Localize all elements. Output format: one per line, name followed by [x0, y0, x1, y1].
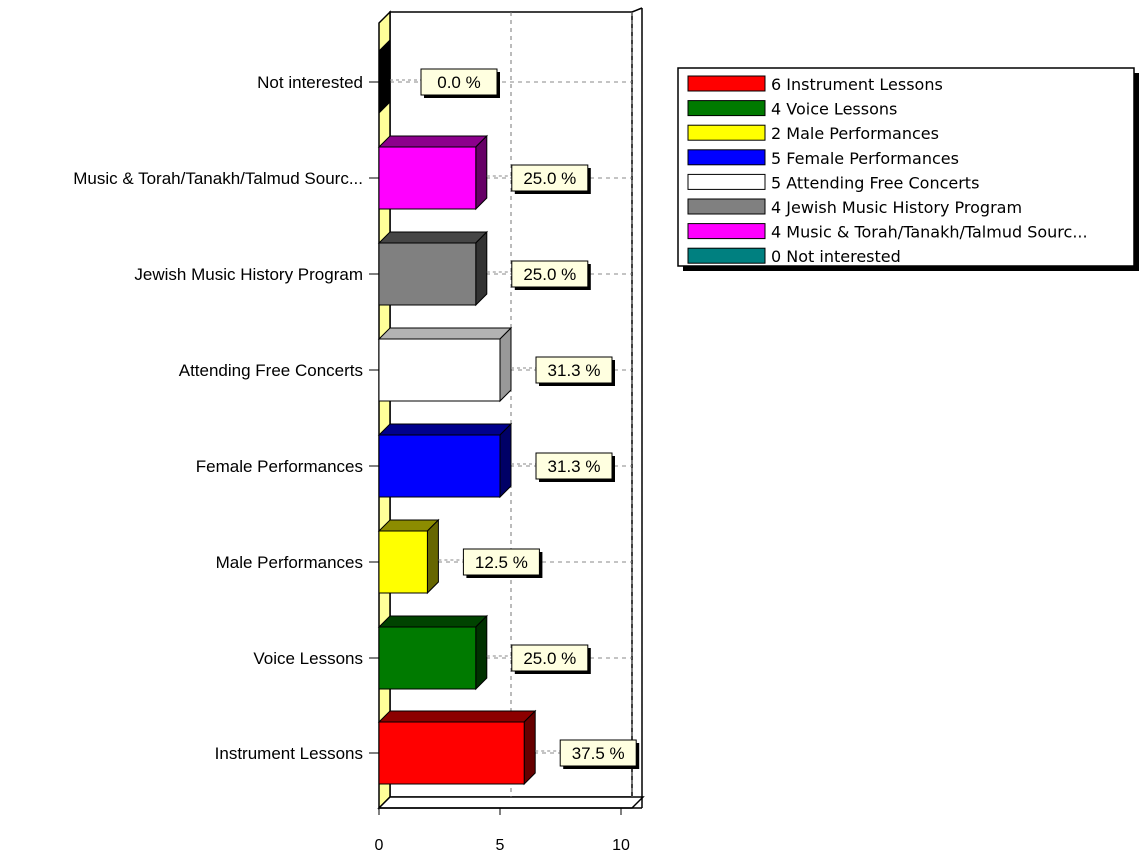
bar-top-face	[377, 423, 513, 436]
bar	[377, 134, 489, 211]
data-label-box	[511, 260, 589, 288]
bar-top-face	[377, 710, 537, 723]
legend-item: 4 Jewish Music History Program	[687, 198, 1022, 217]
x-tick-label: 10	[612, 837, 630, 854]
x-axis-ticks: 0 5 10	[375, 808, 630, 854]
data-label-text: 0.0 %	[437, 73, 480, 92]
legend-label: 5 Female Performances	[771, 149, 959, 168]
bar-zero-sliver	[378, 38, 391, 115]
bar-top-face	[377, 327, 513, 340]
bar-side-face	[499, 422, 512, 499]
legend-item: 2 Male Performances	[687, 124, 939, 143]
bar-side-face	[426, 518, 439, 595]
data-label: 37.5 %	[535, 739, 640, 769]
bar-front-face	[378, 146, 477, 210]
legend-label: 0 Not interested	[771, 247, 901, 266]
legend-swatch	[687, 247, 766, 264]
bar-side-face	[499, 326, 512, 403]
data-labels: 37.5 % 25.0 % 12.5 % 31.3 % 31.3 % 25.0 % 25.0…	[390, 68, 640, 769]
data-label-text: 25.0 %	[523, 169, 576, 188]
data-label: 31.3 %	[511, 356, 615, 386]
data-label-text: 25.0 %	[523, 649, 576, 668]
data-label: 25.0 %	[486, 260, 591, 290]
bar	[377, 614, 489, 691]
bar-front-face	[378, 242, 477, 306]
data-label: 0.0 %	[390, 68, 500, 98]
bars	[377, 38, 537, 786]
bar	[377, 326, 513, 403]
data-label-box	[535, 356, 613, 384]
category-labels: Instrument Lessons Voice Lessons Male Perf…	[73, 73, 379, 763]
data-label-text: 12.5 %	[475, 553, 528, 572]
data-label: 25.0 %	[486, 164, 591, 194]
bar-top-face	[377, 231, 489, 244]
category-label: Music & Torah/Tanakh/Talmud Sourc...	[73, 169, 363, 188]
bar	[377, 422, 513, 499]
legend-swatch	[687, 75, 766, 92]
data-label-box	[559, 739, 637, 767]
legend-swatch	[687, 198, 766, 215]
legend-swatch	[687, 100, 766, 117]
legend-label: 4 Music & Torah/Tanakh/Talmud Sourc...	[771, 223, 1088, 242]
bar-front-face	[378, 530, 428, 594]
legend-swatch	[687, 223, 766, 240]
category-label: Jewish Music History Program	[134, 265, 363, 284]
legend-item: 5 Female Performances	[687, 149, 959, 168]
bar	[378, 38, 391, 115]
legend-swatch	[687, 124, 766, 141]
data-label-box	[535, 452, 613, 480]
legend-swatch	[687, 149, 766, 166]
legend-label: 5 Attending Free Concerts	[771, 173, 979, 192]
legend-item: 4 Voice Lessons	[687, 100, 897, 119]
bar-top-face	[377, 615, 489, 628]
bar-front-face	[378, 338, 501, 402]
bar-front-face	[378, 434, 501, 498]
bar-side-face	[475, 134, 488, 211]
data-label-box	[511, 644, 589, 672]
legend-label: 4 Voice Lessons	[771, 100, 897, 119]
data-label: 25.0 %	[486, 644, 591, 674]
category-label: Attending Free Concerts	[179, 361, 363, 380]
data-label-box	[511, 164, 589, 192]
legend-label: 2 Male Performances	[771, 124, 939, 143]
category-label: Instrument Lessons	[215, 744, 363, 763]
legend-label: 4 Jewish Music History Program	[771, 198, 1022, 217]
category-label: Male Performances	[216, 553, 363, 572]
x-tick-label: 0	[375, 837, 384, 854]
legend-item: 4 Music & Torah/Tanakh/Talmud Sourc...	[687, 223, 1088, 242]
bar-side-face	[523, 709, 536, 786]
bar-front-face	[378, 626, 477, 690]
data-label-text: 31.3 %	[548, 361, 601, 380]
bar-front-face	[378, 721, 525, 785]
category-label: Not interested	[257, 73, 363, 92]
legend-item: 5 Attending Free Concerts	[687, 173, 979, 192]
bar-side-face	[475, 230, 488, 307]
data-label-text: 31.3 %	[548, 457, 601, 476]
data-label: 12.5 %	[438, 548, 543, 578]
legend: 6 Instrument Lessons 4 Voice Lessons 2 Mal…	[677, 67, 1139, 271]
data-label-text: 37.5 %	[572, 744, 625, 763]
data-label-text: 25.0 %	[523, 265, 576, 284]
category-label: Voice Lessons	[253, 649, 363, 668]
legend-item: 6 Instrument Lessons	[687, 75, 943, 94]
data-label-box	[462, 548, 540, 576]
bar	[377, 709, 537, 786]
bar-top-face	[377, 135, 489, 148]
data-label-box	[420, 68, 498, 96]
bar-side-face	[475, 614, 488, 691]
data-label: 31.3 %	[511, 452, 615, 482]
category-label: Female Performances	[196, 457, 363, 476]
bar	[377, 518, 440, 595]
plot-top-edge	[631, 7, 643, 13]
legend-label: 6 Instrument Lessons	[771, 75, 943, 94]
x-tick-label: 5	[496, 837, 505, 854]
plot-floor	[377, 796, 645, 809]
legend-item: 0 Not interested	[687, 247, 901, 266]
legend-swatch	[687, 173, 766, 190]
bar	[377, 230, 489, 307]
